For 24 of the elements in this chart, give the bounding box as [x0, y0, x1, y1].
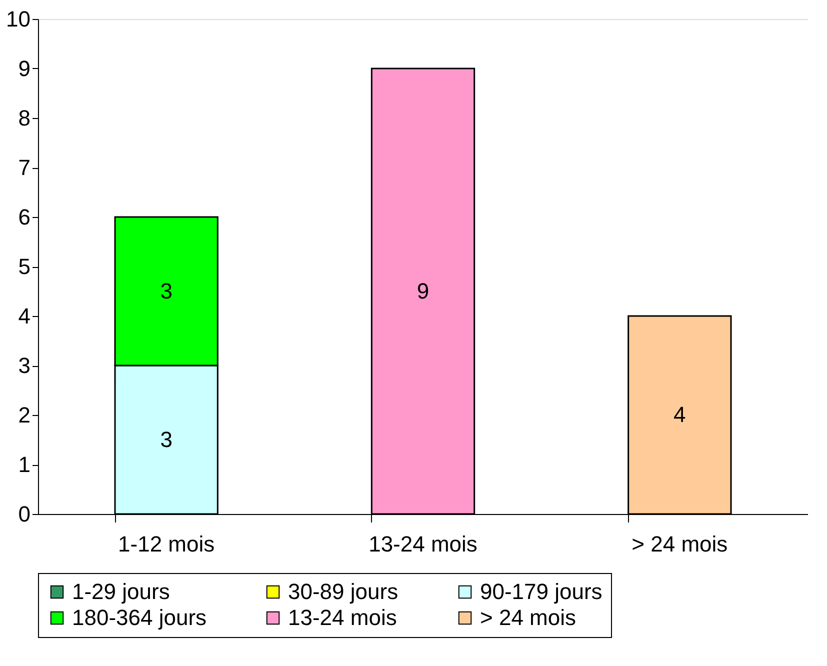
- x-tick-label: > 24 mois: [632, 532, 728, 556]
- data-label: 3: [160, 278, 172, 304]
- y-tick-label: 5: [18, 254, 30, 279]
- data-label: 3: [160, 426, 172, 452]
- legend-label: > 24 mois: [480, 605, 576, 630]
- y-tick-label: 3: [18, 353, 30, 378]
- x-tick-label: 1-12 mois: [118, 532, 215, 556]
- y-tick-label: 10: [6, 6, 30, 32]
- y-tick-label: 6: [18, 204, 30, 230]
- legend-label: 30-89 jours: [288, 579, 398, 604]
- legend-label: 13-24 mois: [288, 605, 397, 630]
- legend-label: 90-179 jours: [480, 579, 602, 604]
- y-tick-label: 4: [18, 304, 30, 328]
- legend-label: 1-29 jours: [72, 579, 170, 604]
- y-tick-label: 9: [18, 56, 30, 81]
- legend-label: 180-364 jours: [72, 605, 207, 630]
- y-tick-label: 1: [18, 452, 30, 477]
- data-label: 9: [416, 278, 430, 304]
- y-tick-label: 2: [18, 402, 30, 428]
- data-label: 4: [674, 402, 686, 427]
- y-tick-label: 0: [18, 502, 30, 526]
- y-tick-label: 8: [18, 106, 30, 130]
- y-tick-label: 7: [18, 155, 30, 180]
- x-tick-label: 13-24 mois: [368, 532, 478, 556]
